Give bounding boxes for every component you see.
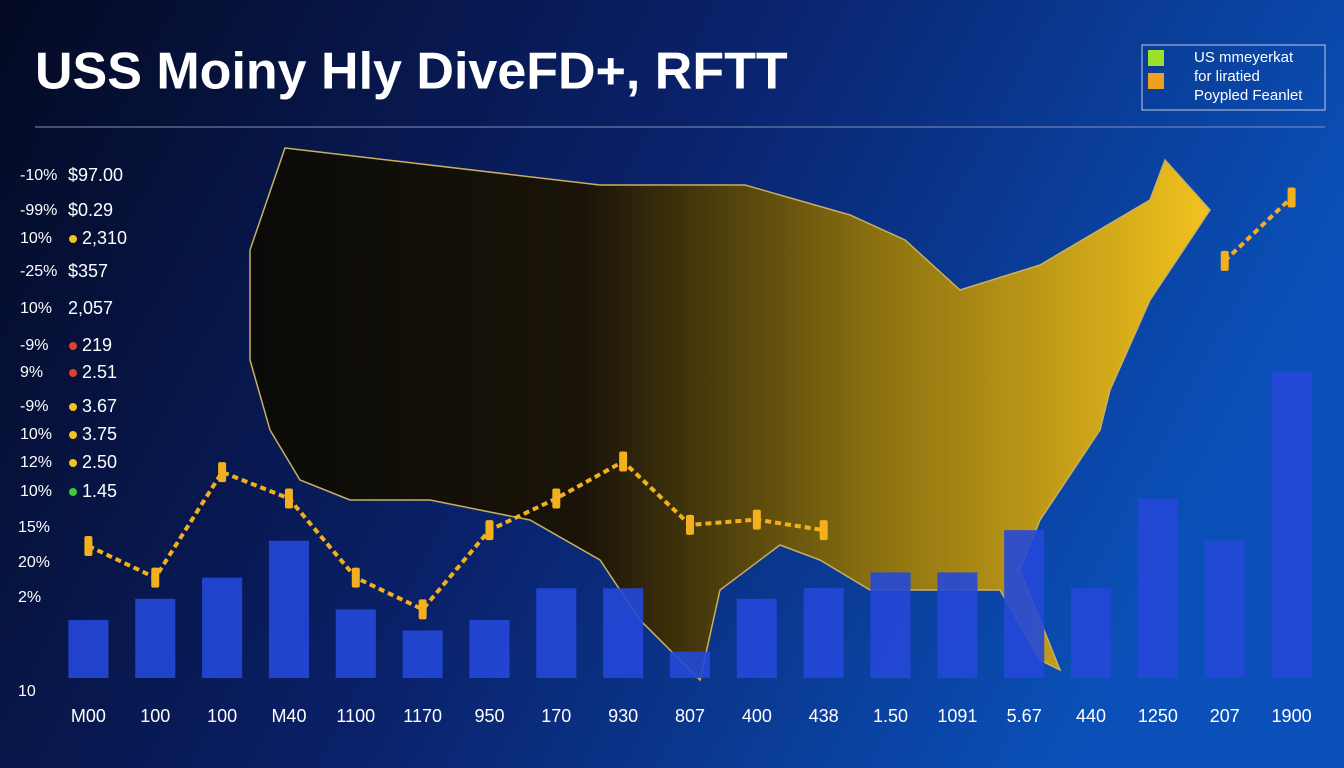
line-point [351,567,360,588]
side-value: 219 [82,335,112,355]
side-value: $357 [68,261,108,281]
legend-label: Poypled Feanlet [1194,87,1303,104]
line-point [619,451,628,472]
x-tick-label: 1170 [403,706,442,726]
chart-title: USS Moiny Hly DiveFD+, RFTT [35,43,788,101]
side-dot [69,235,77,243]
line-point [485,520,494,541]
side-pct: 10% [20,483,52,500]
side-value: $0.29 [68,200,113,220]
x-tick-label: M00 [71,706,106,726]
side-pct: -9% [20,398,48,415]
side-value: 3.75 [82,424,117,444]
bar [937,572,978,678]
line-point [752,509,761,530]
side-dot [69,459,77,467]
x-tick-label: M40 [271,706,306,726]
line-point [418,599,427,620]
side-pct: -10% [20,167,57,184]
bar [536,588,577,678]
line-point [552,488,561,509]
line-point [1287,187,1296,208]
x-tick-label: 100 [140,706,170,726]
x-tick-label: 1100 [336,706,375,726]
bar [803,588,844,678]
bar [335,609,376,678]
side-value: 2.51 [82,362,117,382]
bar [1071,588,1112,678]
x-tick-label: 100 [207,706,237,726]
x-tick-label: 1250 [1138,706,1178,726]
line-point [284,488,293,509]
line-point [151,567,160,588]
side-pct: -99% [20,202,57,219]
side-pct: -9% [20,337,48,354]
side-value: 1.45 [82,481,117,501]
bar [469,619,510,678]
side-value: 2,310 [82,228,127,248]
bar [603,588,644,678]
side-pct: 10% [20,230,52,247]
x-tick-label: 950 [474,706,504,726]
line-point [84,536,93,556]
side-dot [69,431,77,439]
axis-label: 20% [18,554,50,571]
bar [268,540,309,678]
x-tick-label: 207 [1210,706,1240,726]
bar [202,577,243,678]
line-point [1220,250,1229,271]
bar [1137,498,1178,678]
line-point [819,520,828,541]
bar [135,598,176,678]
side-pct: 10% [20,300,52,317]
bar [870,572,911,678]
bar [1271,371,1312,678]
side-value: 2.50 [82,452,117,472]
side-dot [69,403,77,411]
x-tick-label: 1.50 [873,706,908,726]
side-dot [69,369,77,377]
bar [402,630,443,678]
side-value: 2,057 [68,298,113,318]
x-tick-label: 1900 [1272,706,1312,726]
line [87,196,1293,612]
side-value: 3.67 [82,396,117,416]
axis-label: 2% [18,589,41,606]
x-tick-label: 170 [541,706,571,726]
axis-label: 15% [18,519,50,536]
x-tick-label: 930 [608,706,638,726]
axis-label: 10 [18,683,36,700]
legend-label: US mmeyerkat [1194,49,1294,66]
x-tick-label: 440 [1076,706,1106,726]
side-dot [69,342,77,350]
x-tick-label: 400 [742,706,772,726]
line-point [686,514,694,535]
side-pct: -25% [20,263,57,280]
legend-swatch [1148,73,1164,89]
bar [669,651,711,678]
side-value: $97.00 [68,165,123,185]
legend-box [1141,44,1326,111]
line-point [218,462,227,483]
x-tick-label: 807 [675,706,705,726]
bar [736,598,777,678]
side-pct: 12% [20,454,52,471]
x-tick-label: 438 [809,706,839,726]
bar [68,619,109,678]
side-dot [69,488,77,496]
bar [1004,530,1045,678]
side-pct: 10% [20,426,52,443]
legend-swatch [1148,50,1164,66]
legend-label: for liratied [1194,68,1260,85]
bar [1204,540,1245,678]
side-pct: 9% [20,364,43,381]
x-tick-label: 5.67 [1007,706,1042,726]
x-tick-label: 1091 [937,706,977,726]
